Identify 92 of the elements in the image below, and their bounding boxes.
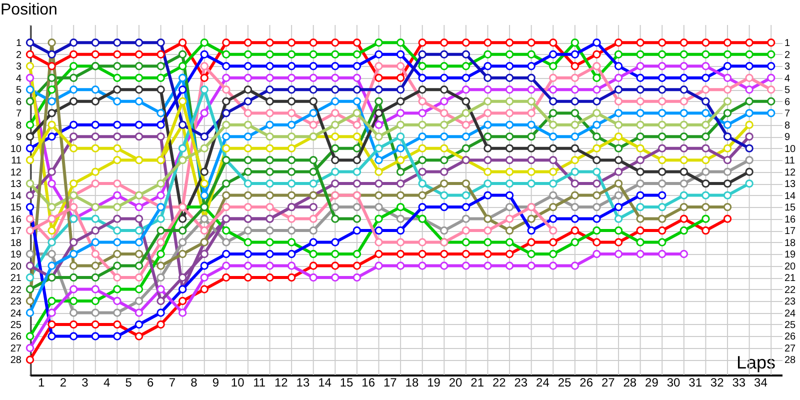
y-tick-label: 20 (10, 261, 22, 272)
y2-tick-label: 18 (784, 238, 796, 249)
y2-tick-label: 17 (784, 226, 796, 238)
y2-tick-label: 26 (784, 332, 796, 343)
y-tick-label: 8 (16, 120, 22, 132)
y2-tick-label: 1 (784, 38, 790, 50)
y2-tick-label: 5 (784, 85, 790, 96)
x-tick-label: 22 (492, 376, 506, 390)
y-tick-label: 17 (10, 226, 22, 238)
x-tick-label: 28 (623, 376, 637, 390)
y2-tick-label: 10 (784, 144, 796, 155)
y-tick-label: 27 (10, 343, 22, 354)
x-tick-label: 11 (253, 376, 266, 390)
x-tick-label: 30 (666, 376, 681, 390)
x-tick-label: 17 (383, 376, 398, 390)
y-tick-label: 13 (10, 179, 22, 190)
y-tick-label: 24 (10, 308, 22, 320)
y2-tick-label: 21 (784, 273, 796, 284)
x-tick-label: 18 (405, 376, 419, 390)
y-tick-label: 15 (10, 202, 22, 214)
y-axis-title: Position (0, 2, 58, 18)
y2-tick-label: 27 (784, 343, 796, 354)
y-tick-label: 28 (10, 355, 22, 366)
y2-tick-label: 4 (784, 73, 790, 84)
x-tick-label: 14 (318, 376, 332, 390)
y2-tick-label: 12 (784, 167, 796, 178)
x-tick-label: 9 (212, 376, 220, 390)
y-tick-label: 2 (16, 50, 22, 61)
y2-tick-label: 3 (784, 62, 790, 73)
y2-tick-label: 11 (784, 156, 796, 167)
x-tick-label: 4 (103, 376, 110, 390)
x-tick-label: 15 (340, 376, 354, 390)
y-tick-label: 1 (16, 38, 22, 50)
y-tick-label: 21 (10, 273, 22, 284)
x-tick-label: 13 (296, 376, 310, 390)
x-tick-label: 21 (470, 376, 484, 390)
y2-tick-label: 25 (784, 320, 796, 331)
x-tick-label: 2 (60, 376, 67, 390)
x-tick-label: 8 (190, 376, 198, 390)
y2-tick-label: 2 (784, 50, 790, 61)
x-tick-label: 20 (448, 376, 463, 390)
y2-tick-label: 9 (784, 132, 790, 144)
x-tick-label: 24 (536, 376, 550, 390)
y2-tick-label: 16 (784, 214, 796, 226)
x-tick-label: 25 (558, 376, 572, 390)
y2-tick-label: 6 (784, 96, 790, 108)
x-tick-label: 23 (514, 376, 528, 390)
y-tick-label: 19 (10, 250, 22, 261)
x-tick-label: 34 (754, 376, 768, 390)
y-tick-label: 3 (16, 62, 22, 73)
y-tick-label: 5 (16, 85, 22, 96)
y-tick-label: 26 (10, 332, 22, 343)
y2-tick-label: 13 (784, 179, 796, 190)
x-tick-label: 26 (580, 376, 594, 390)
y2-tick-label: 28 (784, 355, 796, 366)
x-tick-label: 10 (230, 376, 245, 390)
y2-tick-label: 22 (784, 284, 796, 296)
y-tick-label: 22 (10, 284, 22, 296)
y2-tick-label: 24 (784, 308, 796, 320)
x-tick-label: 32 (710, 376, 724, 390)
y-tick-label: 7 (16, 108, 22, 120)
y2-tick-label: 8 (784, 120, 790, 132)
x-tick-label: 27 (601, 376, 616, 390)
y2-tick-label: 23 (784, 296, 796, 308)
x-tick-label: 5 (125, 376, 132, 390)
y-tick-label: 10 (10, 144, 22, 155)
x-tick-label: 7 (168, 376, 176, 390)
y-tick-label: 18 (10, 238, 22, 249)
y-tick-label: 4 (16, 73, 22, 84)
x-tick-label: 31 (688, 376, 702, 390)
x-tick-label: 16 (362, 376, 376, 390)
y-tick-label: 23 (10, 296, 22, 308)
y-tick-label: 9 (16, 132, 22, 144)
x-tick-label: 12 (274, 376, 288, 390)
y2-tick-label: 7 (784, 108, 790, 120)
y-tick-label: 6 (16, 96, 22, 108)
x-tick-label: 3 (82, 376, 89, 390)
y2-tick-label: 19 (784, 250, 796, 261)
x-tick-label: 33 (732, 376, 746, 390)
y-tick-label: 12 (10, 167, 22, 178)
y-tick-label: 14 (10, 190, 22, 202)
x-tick-label: 19 (427, 376, 441, 390)
x-tick-label: 29 (645, 376, 659, 390)
x-tick-label: 6 (147, 376, 154, 390)
y-tick-label: 16 (10, 214, 22, 226)
x-tick-label: 1 (38, 376, 46, 390)
x-axis-title: Laps (736, 352, 776, 372)
y2-tick-label: 20 (784, 261, 796, 272)
y-tick-label: 25 (10, 320, 22, 331)
y2-tick-label: 14 (784, 190, 796, 202)
y2-tick-label: 15 (784, 202, 796, 214)
y-tick-label: 11 (11, 156, 22, 167)
